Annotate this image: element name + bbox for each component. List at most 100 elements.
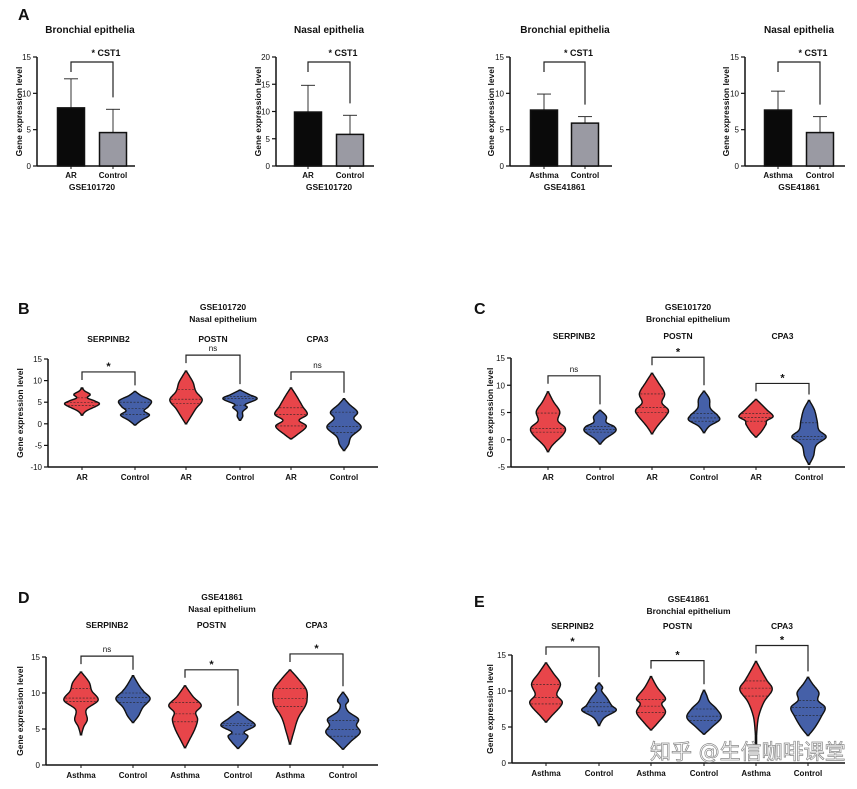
violin-case (739, 660, 773, 745)
x-tick-label: AR (65, 171, 77, 180)
chart-title: Nasal epithelia (764, 25, 834, 36)
y-axis-label: Gene expression level (253, 67, 263, 157)
significance-label: ns (313, 361, 321, 370)
significance-label: * (676, 346, 681, 358)
x-tick-label: Control (586, 473, 614, 482)
y-axis-label: Gene expression level (721, 67, 731, 157)
significance-annotation: * CST1 (798, 48, 827, 58)
y-tick-label: 5 (38, 398, 43, 407)
x-tick-label: Control (806, 171, 834, 180)
significance-label: ns (103, 645, 111, 654)
y-tick-label: 5 (36, 725, 41, 734)
chart-title-dataset: GSE101720 (665, 302, 712, 312)
panel-label: B (18, 301, 30, 318)
violin-control (686, 689, 722, 735)
chart-title-tissue: Nasal epithelium (189, 314, 257, 324)
y-tick-label: 10 (495, 89, 504, 98)
significance-bracket (70, 61, 114, 98)
significance-bracket (651, 356, 705, 386)
bar (98, 131, 128, 167)
y-tick-label: 10 (497, 687, 506, 696)
x-tick-label: Asthma (531, 769, 561, 778)
x-tick-label: Control (226, 473, 254, 482)
x-axis-label: GSE41861 (778, 182, 820, 192)
gene-label: CPA3 (306, 334, 328, 344)
chart-title-dataset: GSE41861 (668, 594, 710, 604)
significance-label: * (106, 361, 111, 373)
bar (570, 122, 600, 167)
y-tick-label: -5 (498, 463, 506, 472)
significance-bracket (755, 382, 810, 395)
x-tick-label: AR (180, 473, 192, 482)
x-tick-label: Asthma (741, 769, 771, 778)
y-tick-label: 10 (730, 89, 739, 98)
violin-control (115, 675, 151, 724)
significance-label: * (780, 372, 785, 384)
bar (529, 109, 559, 167)
y-axis-label: Gene expression level (485, 368, 495, 458)
y-tick-label: 5 (502, 723, 507, 732)
gene-label: POSTN (663, 621, 692, 631)
y-tick-label: 0 (502, 759, 507, 768)
panel-label: E (474, 594, 485, 611)
y-tick-label: 15 (31, 653, 40, 662)
violin-control (791, 399, 827, 465)
x-axis-label: GSE101720 (69, 182, 116, 192)
chart-title-tissue: Bronchial epithelium (646, 606, 731, 616)
gene-label: SERPINB2 (551, 621, 594, 631)
x-tick-label: AR (302, 171, 314, 180)
chart-title-dataset: GSE101720 (200, 302, 247, 312)
panel-4: B GSE101720 Nasal epithelium -10 -5 0 5 10 15 Gen… (15, 301, 378, 482)
y-tick-label: 0 (501, 436, 506, 445)
significance-bracket (185, 354, 241, 385)
bar (56, 107, 86, 167)
y-tick-label: 20 (261, 53, 270, 62)
gene-label: CPA3 (771, 621, 793, 631)
y-tick-label: -5 (35, 441, 43, 450)
y-tick-label: 0 (500, 162, 505, 171)
y-tick-label: 15 (33, 355, 42, 364)
bar (763, 109, 793, 167)
y-tick-label: 15 (497, 651, 506, 660)
x-tick-label: Asthma (66, 771, 96, 780)
panel-0: A Bronchial epithelia 0 5 10 15 Gene expressio… (14, 7, 135, 192)
panel-5: C GSE101720 Bronchial epithelium -5 0 5 10 15Ge… (474, 301, 845, 482)
significance-bracket (80, 655, 134, 670)
y-axis-label: Gene expression level (486, 67, 496, 157)
chart-title: Nasal epithelia (294, 25, 364, 36)
x-tick-label: Control (690, 473, 718, 482)
y-tick-label: 15 (730, 53, 739, 62)
gene-label: POSTN (663, 331, 692, 341)
significance-bracket (777, 61, 821, 105)
chart-title: Bronchial epithelia (45, 25, 135, 36)
violin-case (529, 662, 563, 723)
y-tick-label: 15 (496, 354, 505, 363)
significance-bracket (289, 653, 344, 687)
panel-1: Nasal epithelia 0 5 10 15 20 Gene expression l… (253, 25, 374, 192)
violin-case (274, 387, 308, 440)
panel-label: A (18, 7, 30, 24)
x-tick-label: Asthma (636, 769, 666, 778)
x-tick-label: Control (795, 473, 823, 482)
panel-7: E GSE41861 Bronchial epithelium 0 5 10 15Gene … (474, 594, 845, 778)
significance-label: * (209, 659, 214, 671)
bar (805, 131, 835, 167)
y-tick-label: 0 (735, 162, 740, 171)
x-tick-label: AR (542, 473, 554, 482)
violin-case (63, 387, 101, 416)
violin-control (325, 691, 361, 750)
significance-label: * (314, 643, 319, 655)
x-tick-label: Control (224, 771, 252, 780)
gene-label: CPA3 (771, 331, 793, 341)
x-axis-label: GSE41861 (544, 182, 586, 192)
y-tick-label: 5 (500, 126, 505, 135)
x-tick-label: AR (76, 473, 88, 482)
x-axis-label: GSE101720 (306, 182, 353, 192)
x-tick-label: Control (121, 473, 149, 482)
y-tick-label: 5 (735, 126, 740, 135)
y-axis-label: Gene expression level (14, 67, 24, 157)
significance-bracket (547, 375, 601, 405)
x-tick-label: Asthma (170, 771, 200, 780)
panel-6: D GSE41861 Nasal epithelium 0 5 10 15 Gene expr… (15, 590, 378, 780)
bar (293, 111, 323, 167)
